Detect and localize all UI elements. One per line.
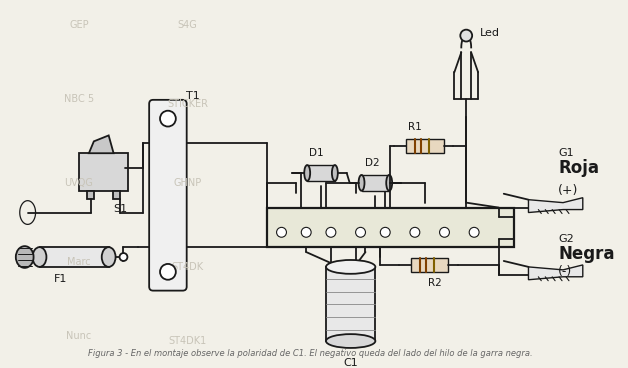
Text: STICKER: STICKER	[167, 99, 208, 109]
Text: S4G: S4G	[178, 20, 198, 30]
Text: Figura 3 - En el montaje observe la polaridad de C1. El negativo queda del lado : Figura 3 - En el montaje observe la pola…	[88, 349, 533, 358]
Text: ST4DK: ST4DK	[171, 262, 203, 272]
Bar	[411, 258, 448, 272]
Text: G1: G1	[558, 148, 574, 158]
Ellipse shape	[33, 247, 46, 267]
Text: GEP: GEP	[69, 20, 89, 30]
Circle shape	[460, 30, 472, 42]
Text: Roja: Roja	[558, 159, 599, 177]
Polygon shape	[528, 198, 583, 213]
Circle shape	[326, 227, 336, 237]
Bar	[87, 191, 94, 199]
Ellipse shape	[332, 165, 338, 181]
Bar	[307, 165, 335, 181]
Text: Nunc: Nunc	[67, 331, 92, 341]
Ellipse shape	[386, 175, 392, 191]
Circle shape	[160, 264, 176, 280]
Circle shape	[160, 111, 176, 127]
Ellipse shape	[102, 247, 116, 267]
Text: Led: Led	[480, 28, 500, 38]
Circle shape	[355, 227, 365, 237]
Bar	[406, 139, 443, 153]
Text: (-): (-)	[558, 265, 572, 278]
Bar	[326, 267, 376, 341]
Ellipse shape	[326, 334, 376, 348]
Text: D1: D1	[309, 148, 323, 158]
Circle shape	[276, 227, 286, 237]
Text: Negra: Negra	[558, 245, 615, 263]
Ellipse shape	[304, 165, 310, 181]
Ellipse shape	[359, 175, 364, 191]
Text: R2: R2	[428, 278, 441, 288]
Circle shape	[440, 227, 450, 237]
Text: (+): (+)	[558, 184, 578, 197]
Text: Marc: Marc	[67, 257, 91, 267]
Text: UVQG: UVQG	[65, 178, 94, 188]
Text: NBC 5: NBC 5	[64, 94, 94, 104]
Text: T1: T1	[186, 91, 200, 101]
Bar	[267, 208, 514, 247]
Circle shape	[469, 227, 479, 237]
FancyBboxPatch shape	[149, 100, 187, 291]
Ellipse shape	[16, 246, 33, 268]
Bar	[362, 175, 389, 191]
Bar	[112, 191, 119, 199]
Text: R1: R1	[408, 121, 422, 131]
Polygon shape	[89, 135, 114, 153]
Text: GHNP: GHNP	[173, 178, 202, 188]
Circle shape	[301, 227, 311, 237]
Text: F1: F1	[55, 274, 68, 284]
Bar	[79, 153, 128, 191]
Circle shape	[410, 227, 420, 237]
Bar	[40, 247, 109, 267]
Text: ST4DK1: ST4DK1	[168, 336, 207, 346]
Circle shape	[119, 253, 127, 261]
Text: S1: S1	[114, 204, 127, 213]
Polygon shape	[528, 265, 583, 280]
Ellipse shape	[326, 260, 376, 274]
Circle shape	[381, 227, 390, 237]
Text: D2: D2	[365, 158, 380, 168]
Text: C1: C1	[344, 358, 358, 368]
Text: G2: G2	[558, 234, 574, 244]
